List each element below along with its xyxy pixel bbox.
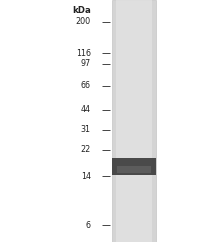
Text: 200: 200 — [76, 17, 91, 26]
Bar — [116, 0, 152, 242]
Text: 66: 66 — [81, 82, 91, 91]
Text: 97: 97 — [81, 59, 91, 68]
Text: 116: 116 — [76, 49, 91, 58]
Text: kDa: kDa — [72, 7, 91, 15]
Text: 14: 14 — [81, 172, 91, 181]
Text: 6: 6 — [86, 221, 91, 230]
Bar — [117, 166, 151, 173]
Text: 22: 22 — [81, 145, 91, 154]
Text: 44: 44 — [81, 105, 91, 114]
Text: 31: 31 — [81, 125, 91, 134]
Bar — [112, 158, 156, 175]
Bar — [112, 0, 156, 242]
